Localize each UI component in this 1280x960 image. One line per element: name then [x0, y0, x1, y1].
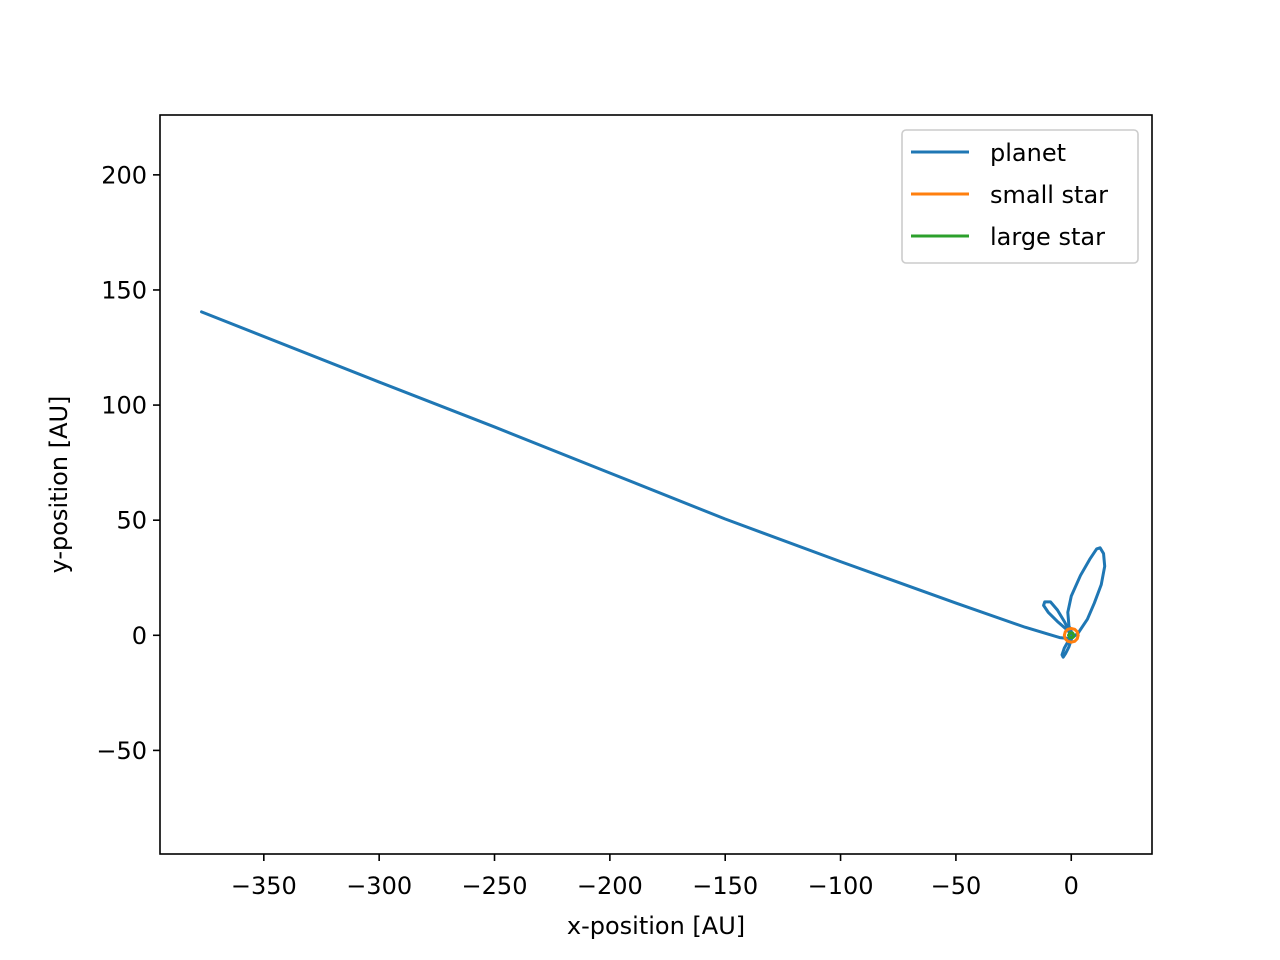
y-tick-label: 100: [101, 392, 147, 420]
y-tick-label: 200: [101, 161, 147, 189]
series-line-large-star: [1066, 631, 1076, 640]
series-line-small-star: [1062, 626, 1080, 644]
x-tick-label: −300: [346, 872, 412, 900]
x-tick-label: −250: [462, 872, 528, 900]
y-axis-label: y-position [AU]: [45, 396, 73, 574]
x-tick-label: −200: [577, 872, 643, 900]
x-axis-label: x-position [AU]: [567, 912, 745, 940]
legend-box: [901, 129, 1139, 264]
y-tick-label: 0: [132, 622, 147, 650]
legend-label-small-star: small star: [990, 181, 1108, 209]
x-tick-label: −100: [808, 872, 874, 900]
x-tick-label: −150: [692, 872, 758, 900]
plot-frame: [159, 114, 1153, 855]
series-layer: [200, 310, 1107, 659]
y-tick-label: 150: [101, 276, 147, 304]
x-axis-ticks: −350 −300 −250 −200 −150 −100 −50 0: [231, 854, 1079, 900]
legend: planet small star large star: [901, 129, 1139, 264]
y-tick-label: −50: [96, 737, 147, 765]
x-tick-label: −350: [231, 872, 297, 900]
legend-label-large-star: large star: [990, 223, 1105, 251]
legend-label-planet: planet: [990, 139, 1066, 167]
y-tick-label: 50: [116, 507, 147, 535]
x-tick-label: 0: [1064, 872, 1079, 900]
x-tick-label: −50: [931, 872, 982, 900]
y-axis-ticks: −50 0 50 100 150 200: [96, 161, 160, 765]
series-line-planet: [200, 310, 1107, 659]
